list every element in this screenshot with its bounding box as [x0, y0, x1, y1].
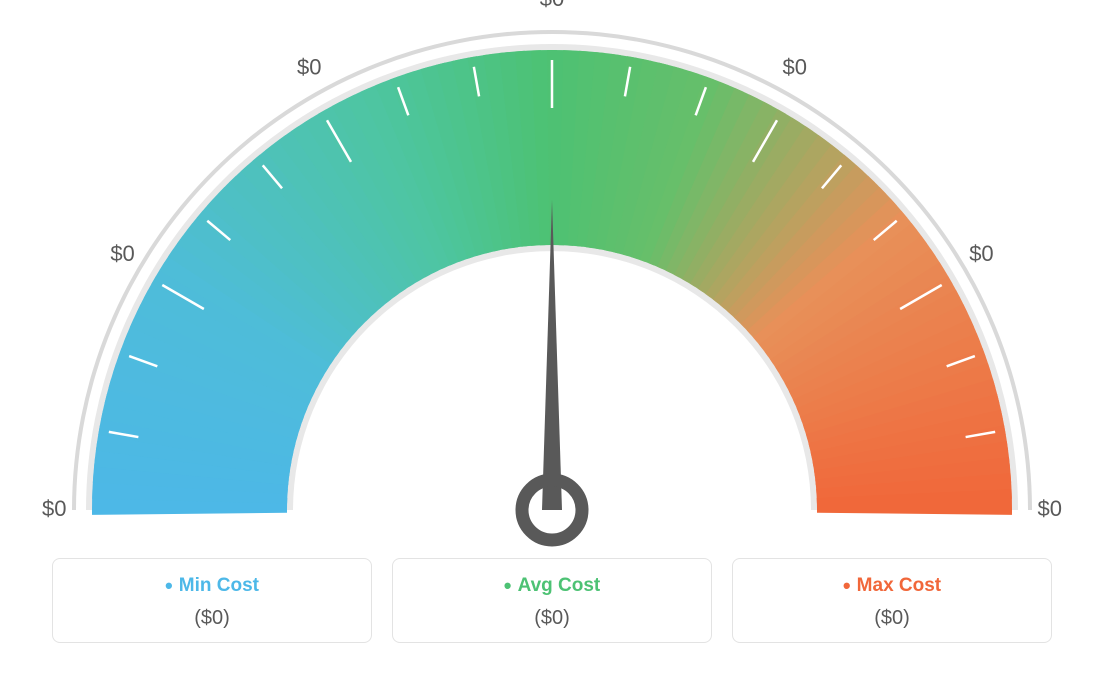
scale-label: $0 — [783, 54, 807, 79]
scale-label: $0 — [969, 241, 993, 266]
scale-label: $0 — [540, 0, 564, 11]
chart-container: $0$0$0$0$0$0$0 Min Cost($0)Avg Cost($0)M… — [0, 0, 1104, 690]
gauge-chart: $0 $0 $0 $0 $0 $0 $0 — [0, 0, 1104, 550]
legend-value: ($0) — [63, 607, 361, 630]
legend-card: Max Cost ($0) — [732, 558, 1052, 643]
legend-label: Min Cost — [165, 573, 259, 599]
scale-label: $0 — [42, 496, 66, 521]
legend-value: ($0) — [743, 607, 1041, 630]
scale-label: $0 — [297, 54, 321, 79]
scale-label: $0 — [110, 241, 134, 266]
legend-row: Min Cost ($0) Avg Cost ($0) Max Cost ($0) — [0, 550, 1104, 643]
scale-label: $0 — [1038, 496, 1062, 521]
legend-label: Avg Cost — [504, 573, 601, 599]
gauge-svg: $0 $0 $0 $0 $0 $0 $0 — [0, 0, 1104, 560]
legend-value: ($0) — [403, 607, 701, 630]
legend-label: Max Cost — [843, 573, 941, 599]
legend-card: Min Cost ($0) — [52, 558, 372, 643]
legend-card: Avg Cost ($0) — [392, 558, 712, 643]
